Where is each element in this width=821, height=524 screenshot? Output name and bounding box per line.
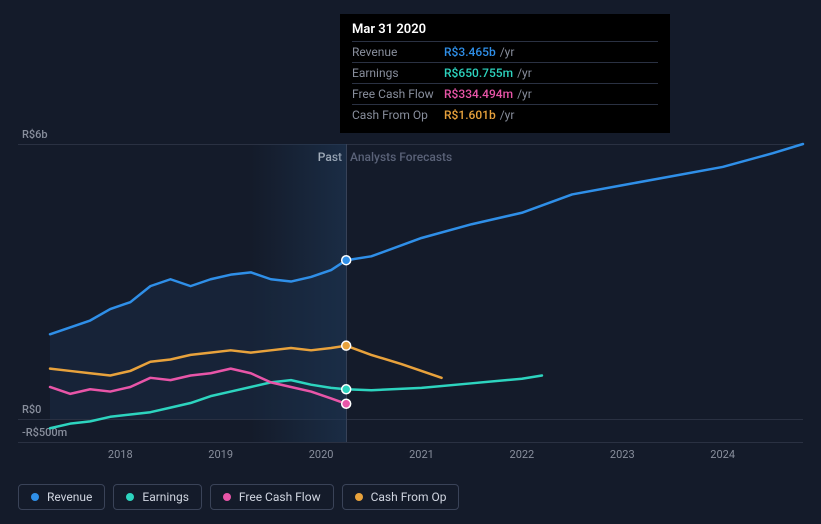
x-axis-label: 2020 (309, 448, 334, 461)
tooltip-row-value: R$334.494m (444, 87, 513, 101)
x-axis-label: 2021 (409, 448, 434, 461)
tooltip-row: EarningsR$650.755m/yr (352, 62, 658, 83)
cash-from-op-forecast-line (346, 346, 441, 378)
revenue-forecast-line (346, 144, 803, 260)
tooltip-row-label: Free Cash Flow (352, 87, 444, 101)
legend-dot-icon (31, 493, 39, 501)
tooltip-row: RevenueR$3.465b/yr (352, 41, 658, 62)
earnings-forecast-line (346, 376, 542, 391)
legend-dot-icon (223, 493, 231, 501)
legend-item-free-cash-flow[interactable]: Free Cash Flow (210, 484, 334, 510)
x-axis-label: 2023 (610, 448, 635, 461)
legend-item-revenue[interactable]: Revenue (18, 484, 105, 510)
cash-from-op-marker (342, 341, 351, 350)
chart-container: Mar 31 2020 RevenueR$3.465b/yrEarningsR$… (18, 14, 803, 510)
tooltip-row-label: Earnings (352, 66, 444, 80)
tooltip-row-suffix: /yr (500, 108, 515, 122)
tooltip-row-value: R$1.601b (444, 108, 496, 122)
tooltip-row-label: Revenue (352, 45, 444, 59)
earnings-marker (342, 385, 351, 394)
legend-item-earnings[interactable]: Earnings (113, 484, 202, 510)
tooltip-row-label: Cash From Op (352, 108, 444, 122)
tooltip-row-suffix: /yr (517, 87, 532, 101)
chart-legend: Revenue Earnings Free Cash Flow Cash From O… (18, 484, 459, 510)
tooltip-row: Free Cash FlowR$334.494m/yr (352, 83, 658, 104)
tooltip-row-value: R$650.755m (444, 66, 513, 80)
legend-label: Earnings (142, 490, 189, 504)
x-axis-label: 2019 (208, 448, 233, 461)
x-axis-label: 2022 (510, 448, 535, 461)
legend-label: Cash From Op (371, 490, 447, 504)
x-axis-label: 2018 (108, 448, 133, 461)
tooltip-date: Mar 31 2020 (352, 22, 658, 41)
legend-item-cash-from-op[interactable]: Cash From Op (342, 484, 460, 510)
legend-label: Revenue (47, 490, 92, 504)
legend-label: Free Cash Flow (239, 490, 321, 504)
legend-dot-icon (355, 493, 363, 501)
free-cash-flow-marker (342, 399, 351, 408)
tooltip-row-value: R$3.465b (444, 45, 496, 59)
chart-tooltip: Mar 31 2020 RevenueR$3.465b/yrEarningsR$… (340, 14, 670, 133)
x-axis-label: 2024 (710, 448, 735, 461)
tooltip-row: Cash From OpR$1.601b/yr (352, 104, 658, 125)
tooltip-row-suffix: /yr (500, 45, 515, 59)
legend-dot-icon (126, 493, 134, 501)
tooltip-row-suffix: /yr (517, 66, 532, 80)
revenue-marker (342, 256, 351, 265)
